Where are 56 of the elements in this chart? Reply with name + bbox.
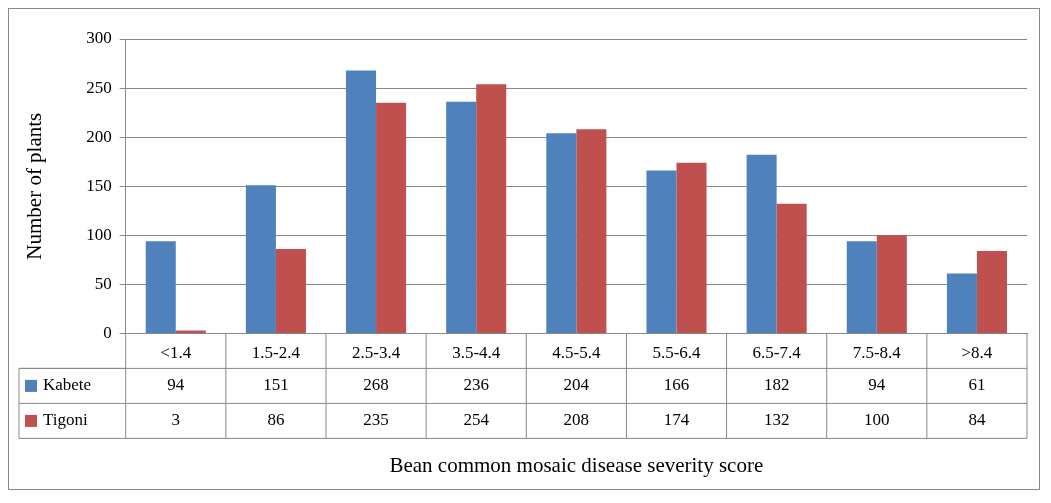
x-tick-label: 7.5-8.4 <box>852 343 902 363</box>
data-label: 132 <box>763 410 790 430</box>
x-tick-label: >8.4 <box>961 343 993 363</box>
bar <box>776 203 807 333</box>
bar <box>676 162 707 333</box>
y-tick-label: 0 <box>103 322 112 342</box>
bar <box>546 133 577 333</box>
x-tick-label: 3.5-4.4 <box>452 343 501 363</box>
bar <box>646 170 677 333</box>
bar <box>976 250 1007 333</box>
y-tick-label: 200 <box>86 126 112 146</box>
bar <box>275 249 306 333</box>
data-label: 61 <box>968 375 986 395</box>
x-tick-label: 6.5-7.4 <box>752 343 802 363</box>
y-axis-title: Number of plants <box>22 112 47 260</box>
bar <box>175 330 206 333</box>
x-tick-label: 2.5-3.4 <box>351 343 401 363</box>
data-label: 86 <box>267 410 285 430</box>
bar <box>346 70 377 333</box>
data-label: 94 <box>868 375 886 395</box>
data-label: 208 <box>563 410 590 430</box>
legend-label: Kabete <box>43 375 92 395</box>
y-tick-label: 100 <box>86 224 112 244</box>
bar <box>746 154 777 333</box>
bar <box>145 241 176 333</box>
x-axis-title: Bean common mosaic disease severity score <box>389 452 764 477</box>
data-label: 100 <box>864 410 890 430</box>
y-tick-label: 150 <box>86 175 112 195</box>
bar <box>946 273 977 333</box>
x-tick-label: 1.5-2.4 <box>251 343 301 363</box>
data-label: 236 <box>463 375 489 395</box>
data-label: 94 <box>167 375 185 395</box>
data-label: 182 <box>763 375 790 395</box>
y-tick-label: 250 <box>86 77 112 97</box>
data-label: 151 <box>263 375 289 395</box>
data-label: 174 <box>663 410 690 430</box>
x-tick-label: 5.5-6.4 <box>652 343 702 363</box>
data-label: 84 <box>968 410 986 430</box>
data-label: 268 <box>363 375 389 395</box>
x-tick-label: <1.4 <box>160 343 192 363</box>
x-tick-label: 4.5-5.4 <box>552 343 601 363</box>
data-label: 235 <box>363 410 389 430</box>
data-label: 254 <box>463 410 490 430</box>
bar <box>476 84 507 333</box>
legend-label: Tigoni <box>43 410 89 430</box>
bar <box>376 102 407 333</box>
bar <box>446 101 477 333</box>
data-label: 3 <box>171 410 181 430</box>
bar <box>846 241 877 333</box>
y-tick-label: 50 <box>94 273 112 293</box>
bar <box>576 129 607 333</box>
data-label: 166 <box>663 375 690 395</box>
bar <box>245 185 276 333</box>
y-tick-label: 300 <box>86 28 112 48</box>
data-label: 204 <box>563 375 590 395</box>
bar <box>876 235 907 333</box>
